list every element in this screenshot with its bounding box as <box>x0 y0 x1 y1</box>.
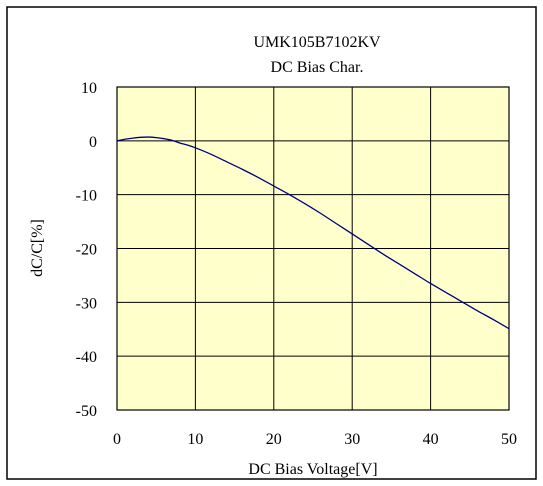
x-tick-label: 40 <box>423 431 439 448</box>
chart-subtitle: DC Bias Char. <box>271 59 364 76</box>
x-tick-label: 0 <box>113 431 121 448</box>
y-tick-label: -40 <box>76 349 97 366</box>
x-tick-label: 10 <box>187 431 203 448</box>
x-tick-labels: 0 10 20 30 40 50 <box>113 431 517 448</box>
chart-title: UMK105B7102KV <box>253 34 381 51</box>
y-axis-label: dC/C[%] <box>29 219 46 277</box>
y-tick-label: -20 <box>76 242 97 259</box>
y-tick-label: -10 <box>76 188 97 205</box>
plot-frame <box>116 86 510 411</box>
x-tick-label: 30 <box>344 431 360 448</box>
x-tick-label: 20 <box>266 431 282 448</box>
y-tick-label: -30 <box>76 295 97 312</box>
y-tick-labels: 10 0 -10 -20 -30 -40 -50 <box>76 80 97 420</box>
x-axis-label: DC Bias Voltage[V] <box>248 461 377 478</box>
x-tick-label: 50 <box>501 431 517 448</box>
y-tick-label: -50 <box>76 403 97 420</box>
y-tick-label: 10 <box>81 80 97 97</box>
series-line <box>116 136 510 330</box>
y-tick-label: 0 <box>89 134 97 151</box>
